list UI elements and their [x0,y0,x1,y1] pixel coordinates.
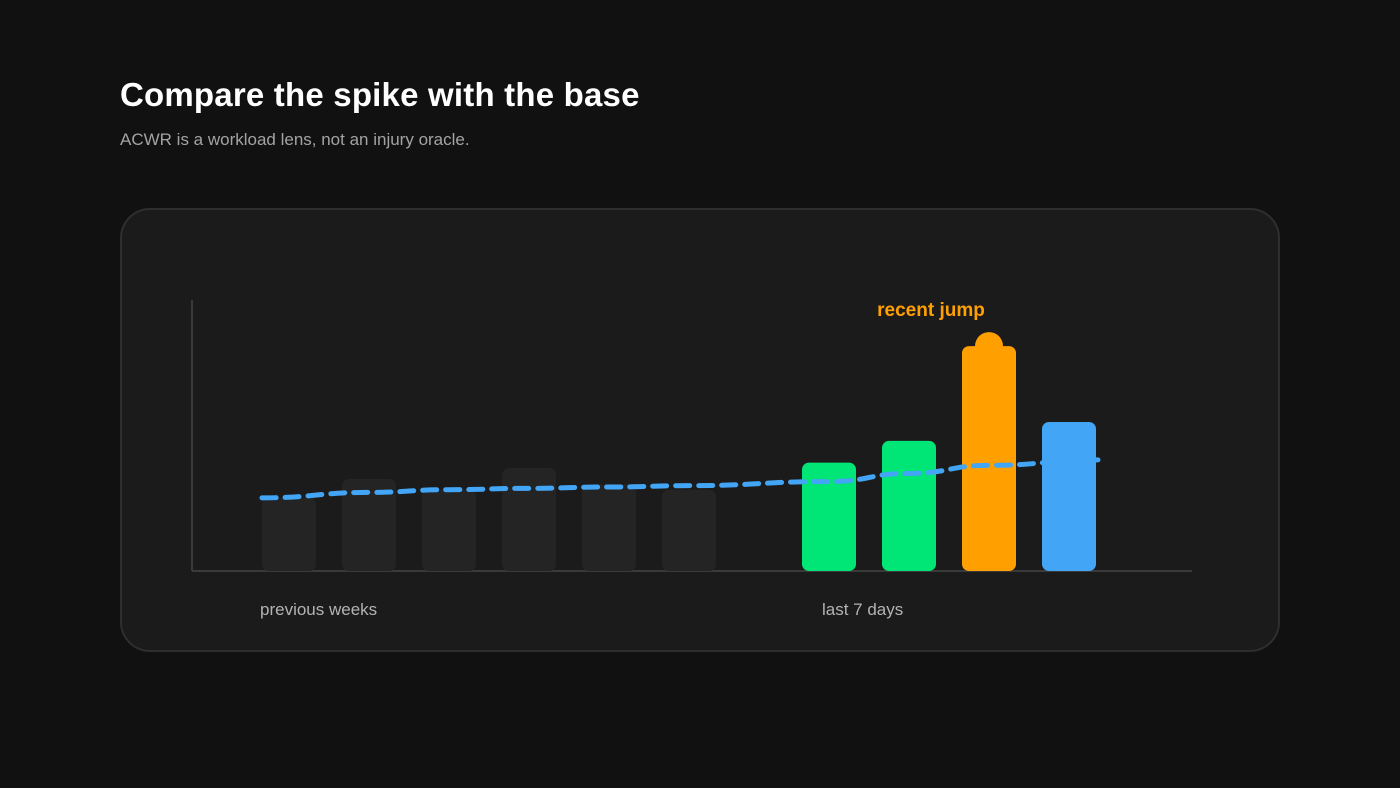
chart-card: recent jump previous weeks last 7 days [120,208,1280,652]
bar-2 [342,478,396,571]
annotation-label: recent jump [877,300,985,321]
workload-chart: recent jump previous weeks last 7 days [191,300,1192,619]
spike-cap [975,332,1003,361]
group-label-1: previous weeks [260,600,377,619]
bar-6 [662,489,716,571]
bar-5 [582,484,636,571]
bar-7 [802,462,856,571]
page-title: Compare the spike with the base [120,76,640,113]
bar-1 [262,497,316,571]
bar-10 [1042,421,1096,571]
bar-4 [502,468,556,571]
bar-8 [882,440,936,571]
bars-layer [262,332,1096,571]
labels-layer: recent jump previous weeks last 7 days [260,300,985,619]
bar-9 [962,346,1016,571]
group-label-2: last 7 days [822,600,903,619]
bar-3 [422,489,476,571]
page-subtitle: ACWR is a workload lens, not an injury o… [120,130,470,149]
trend-line [259,457,1101,501]
